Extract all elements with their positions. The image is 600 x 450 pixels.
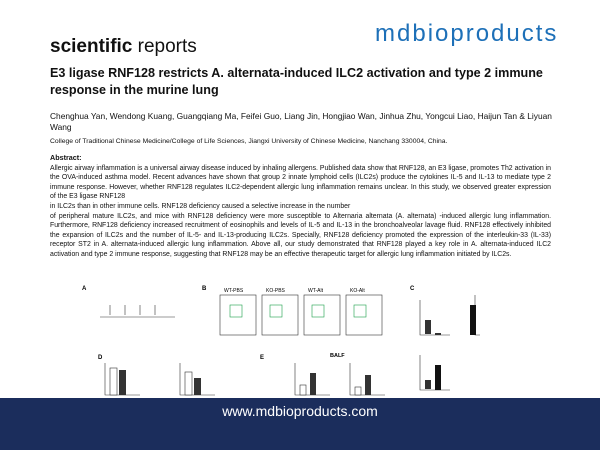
footer-url: www.mdbioproducts.com — [222, 403, 378, 419]
abstract-heading: Abstract: — [50, 153, 82, 162]
journal-name: scientific reports — [50, 36, 197, 58]
panel-label: E — [260, 355, 264, 361]
group-label: WT-PBS — [224, 288, 244, 294]
fluid-label: BALF — [330, 353, 345, 359]
panel-label: C — [410, 286, 415, 292]
affiliation: College of Traditional Chinese Medicine/… — [50, 138, 448, 145]
journal-bold: scientific — [50, 36, 133, 57]
panel-label: D — [98, 355, 103, 361]
abstract-text: of peripheral mature ILC2s, and mice wit… — [50, 212, 551, 258]
group-label: WT-Alt — [308, 288, 324, 294]
abstract-text: in ILC2s than in other immune cells. RNF… — [50, 202, 351, 210]
abstract: Abstract: Allergic airway inflammation i… — [50, 153, 551, 260]
panel-label: A — [82, 286, 87, 292]
figure: A B C D E WT-PBS KO-PBS WT-Alt KO-Alt BA… — [82, 286, 480, 396]
journal-rest: reports — [137, 36, 197, 57]
panel-label: B — [202, 286, 207, 292]
footer: www.mdbioproducts.com — [0, 398, 600, 450]
paper-title: E3 ligase RNF128 restricts A. alternata-… — [50, 66, 543, 97]
group-label: KO-PBS — [266, 288, 286, 294]
authors: Chenghua Yan, Wendong Kuang, Guangqiang … — [50, 111, 552, 132]
abstract-text: Allergic airway inflammation is a univer… — [50, 164, 551, 201]
logo: mdbioproducts — [375, 20, 559, 47]
group-label: KO-Alt — [350, 288, 365, 294]
